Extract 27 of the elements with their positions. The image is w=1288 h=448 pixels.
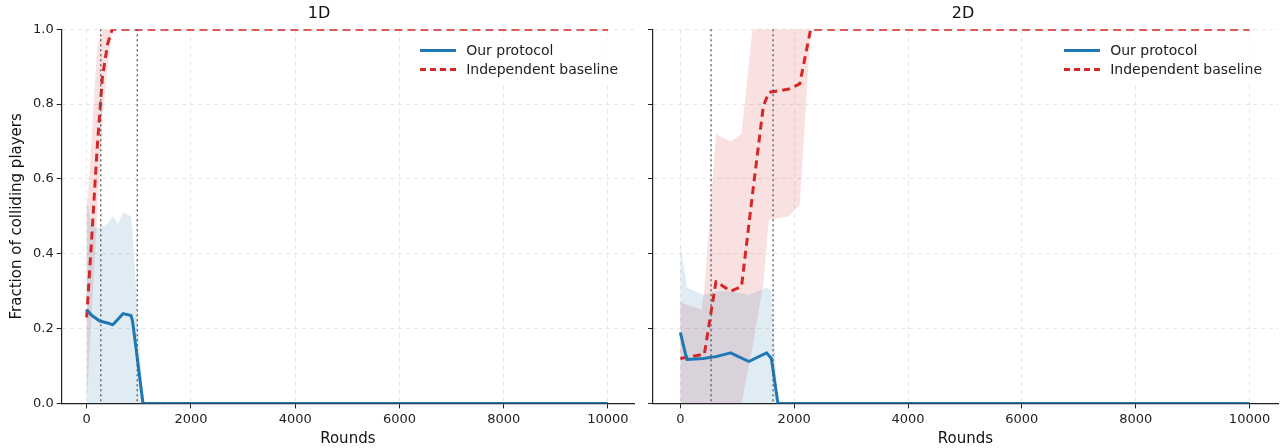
x-axis-title: Rounds [320, 428, 376, 447]
y-axis-title: Fraction of colliding players [6, 112, 25, 320]
x-tick-label: 0 [676, 410, 685, 426]
x-tick-label: 4000 [891, 410, 925, 426]
legend-label: Our protocol [466, 42, 554, 59]
x-tick-label: 10000 [587, 410, 629, 426]
legend-label: Independent baseline [1110, 61, 1262, 78]
x-tick-label: 6000 [382, 410, 416, 426]
chart-title: 2D [951, 2, 975, 22]
x-tick-label: 8000 [487, 410, 521, 426]
chart-title: 1D [307, 2, 331, 22]
x-tick-label: 2000 [777, 410, 811, 426]
legend-label: Independent baseline [466, 61, 618, 78]
x-tick-label: 8000 [1119, 410, 1153, 426]
y-tick-label: 1.0 [32, 20, 54, 36]
legend-label: Our protocol [1110, 42, 1198, 59]
x-tick-label: 4000 [278, 410, 312, 426]
y-tick-label: 0.2 [32, 319, 54, 335]
y-tick-label: 0.8 [32, 95, 54, 111]
x-tick-label: 0 [82, 410, 91, 426]
y-tick-label: 0.0 [32, 394, 54, 410]
y-tick-label: 0.4 [32, 245, 54, 261]
x-axis-title: Rounds [937, 428, 994, 447]
y-tick-label: 0.6 [32, 170, 54, 186]
x-tick-label: 10000 [1228, 410, 1271, 426]
x-tick-label: 2000 [174, 410, 208, 426]
x-tick-label: 6000 [1005, 410, 1039, 426]
